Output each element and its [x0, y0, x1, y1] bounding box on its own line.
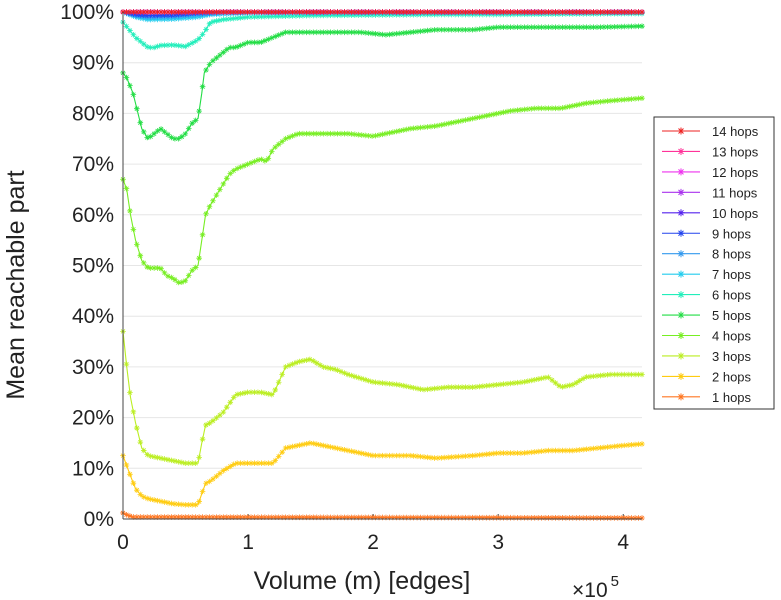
- series-2-hops: [120, 440, 645, 508]
- legend-label: 11 hops: [712, 185, 758, 200]
- legend-label: 9 hops: [712, 226, 752, 241]
- legend-item: 7 hops: [662, 267, 752, 282]
- x-multiplier-exponent: 5: [611, 573, 619, 590]
- legend-item: 11 hops: [662, 185, 758, 200]
- y-tick-label: 50%: [72, 255, 114, 278]
- legend-label: 8 hops: [712, 247, 752, 262]
- y-tick-label: 30%: [72, 356, 114, 379]
- legend-swatch-marker: [677, 352, 685, 360]
- legend-label: 6 hops: [712, 288, 752, 303]
- legend-label: 4 hops: [712, 329, 752, 344]
- x-multiplier-base: ×10: [572, 579, 608, 600]
- legend-item: 3 hops: [662, 349, 752, 364]
- legend-box: [653, 116, 775, 410]
- x-tick-label: 2: [367, 531, 379, 554]
- legend-swatch-marker: [677, 372, 685, 380]
- legend-item: 9 hops: [662, 226, 752, 241]
- legend-label: 10 hops: [712, 206, 759, 221]
- series-markers: [120, 9, 645, 15]
- y-axis-ticks: 0% 10% 20% 30% 40% 50% 60% 70% 80% 90% 100%: [60, 1, 114, 531]
- legend-swatch-marker: [677, 209, 685, 217]
- legend-label: 13 hops: [712, 144, 759, 159]
- y-tick-label: 0%: [84, 508, 114, 531]
- legend-swatch-marker: [677, 168, 685, 176]
- legend-item: 14 hops: [662, 124, 759, 139]
- legend-label: 3 hops: [712, 349, 752, 364]
- x-tick-label: 4: [617, 531, 629, 554]
- y-tick-label: 20%: [72, 407, 114, 430]
- y-axis-label: Mean reachable part: [2, 170, 30, 399]
- legend-label: 14 hops: [712, 124, 759, 139]
- legend-swatch-marker: [677, 332, 685, 339]
- x-axis-label: Volume (m) [edges]: [254, 567, 471, 595]
- x-tick-label: 1: [242, 531, 254, 554]
- legend-item: 6 hops: [662, 288, 752, 303]
- legend-item: 5 hops: [662, 308, 752, 323]
- legend-item: 10 hops: [662, 206, 759, 221]
- legend-label: 2 hops: [712, 369, 752, 384]
- legend-swatch-marker: [677, 393, 685, 401]
- x-multiplier: ×10 5: [572, 573, 619, 600]
- legend-swatch-marker: [677, 147, 685, 155]
- y-tick-label: 60%: [72, 204, 114, 227]
- legend-swatch-marker: [677, 311, 685, 319]
- legend-label: 7 hops: [712, 267, 752, 282]
- legend-item: 12 hops: [662, 165, 759, 180]
- y-tick-label: 10%: [72, 457, 114, 480]
- y-tick-label: 100%: [60, 1, 114, 24]
- legend-item: 2 hops: [662, 369, 752, 384]
- series-14-hops: [120, 9, 645, 15]
- legend: 14 hops 13 hops 12 hops 11 hops 10 hops 9 hop…: [653, 116, 775, 410]
- legend-label: 1 hops: [712, 390, 752, 405]
- series-1-hops: [120, 510, 645, 521]
- series-group: [120, 9, 645, 521]
- y-tick-label: 90%: [72, 52, 114, 75]
- legend-swatch-marker: [677, 291, 685, 299]
- y-tick-label: 80%: [72, 102, 114, 125]
- legend-swatch-marker: [677, 127, 685, 135]
- legend-item: 13 hops: [662, 144, 759, 159]
- legend-swatch-marker: [677, 270, 685, 278]
- legend-swatch-marker: [677, 250, 685, 258]
- x-tick-label: 0: [117, 531, 129, 554]
- legend-label: 5 hops: [712, 308, 752, 323]
- legend-swatch-marker: [677, 229, 685, 237]
- x-tick-label: 3: [492, 531, 504, 554]
- legend-item: 1 hops: [662, 390, 752, 405]
- legend-label: 12 hops: [712, 165, 759, 180]
- legend-item: 4 hops: [662, 329, 752, 344]
- y-tick-label: 40%: [72, 305, 114, 328]
- y-tick-label: 70%: [72, 153, 114, 176]
- legend-swatch-marker: [677, 188, 685, 196]
- legend-item: 8 hops: [662, 247, 752, 262]
